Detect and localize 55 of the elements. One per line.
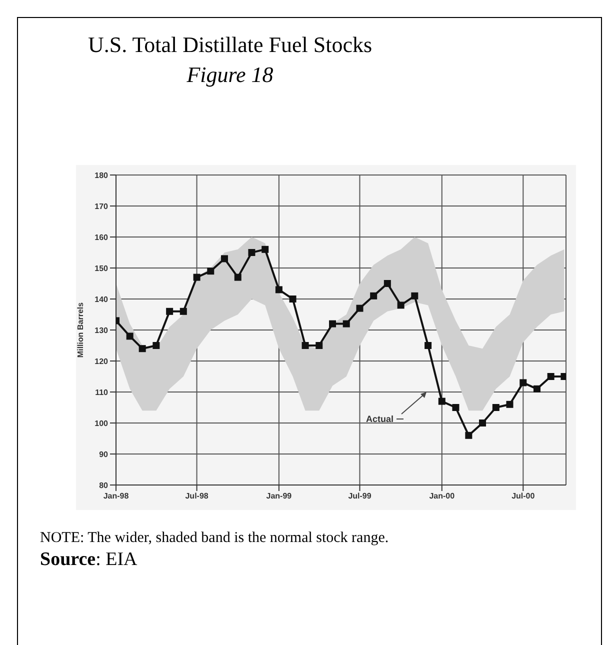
point	[479, 420, 486, 426]
y-tick-label: 150	[94, 264, 109, 273]
point	[492, 404, 500, 411]
point	[152, 342, 160, 349]
x-tick-label: Jul-99	[348, 492, 372, 501]
text: Actual	[366, 414, 394, 424]
y-tick-label: 170	[94, 202, 109, 211]
chart-subtitle: Figure 18	[186, 62, 274, 88]
point	[193, 274, 200, 281]
x-tick-label: Jan-00	[429, 492, 456, 501]
y-axis-title: Million Barrels	[76, 302, 85, 358]
point	[289, 296, 296, 302]
point	[533, 385, 540, 392]
point	[520, 379, 527, 386]
point	[397, 302, 404, 309]
point	[248, 249, 256, 256]
y-tick-label: 130	[94, 326, 109, 335]
point	[411, 292, 418, 300]
point	[220, 255, 228, 262]
y-tick-label: 100	[94, 418, 109, 428]
point	[138, 345, 146, 352]
point	[302, 342, 309, 349]
x-tick-label: Jul-98	[185, 492, 209, 501]
y-tick-label: 90	[99, 450, 109, 459]
x-tick-label: Jul-00	[512, 492, 536, 501]
point	[329, 320, 336, 328]
point	[506, 400, 514, 408]
source-note: Source: EIA	[40, 549, 138, 571]
y-tick-label: 80	[99, 480, 109, 490]
chart-title: U.S. Total Distillate Fuel Stocks	[86, 32, 374, 58]
y-tick-label: 160	[94, 232, 109, 242]
point	[166, 308, 174, 315]
point	[180, 308, 187, 315]
text: NOTE: The wider, shaded band is the normal stock range.	[40, 530, 390, 547]
point	[126, 332, 134, 340]
point	[465, 432, 472, 439]
point	[356, 304, 364, 312]
x-tick-label: Jan-98	[103, 492, 130, 501]
point	[262, 246, 269, 253]
y-tick-label: 120	[94, 356, 109, 366]
point	[547, 373, 554, 380]
point	[316, 342, 323, 349]
point	[438, 398, 446, 405]
point	[384, 280, 391, 287]
point	[424, 342, 432, 349]
point	[275, 286, 282, 294]
point	[207, 268, 214, 275]
x-tick-label: Jan-99	[266, 492, 292, 501]
point	[234, 274, 242, 281]
point	[452, 404, 460, 411]
y-tick-label: 140	[94, 294, 109, 304]
point	[342, 320, 350, 328]
point	[370, 292, 378, 300]
y-tick-label: 110	[95, 388, 109, 397]
y-tick-label: 180	[94, 170, 109, 180]
